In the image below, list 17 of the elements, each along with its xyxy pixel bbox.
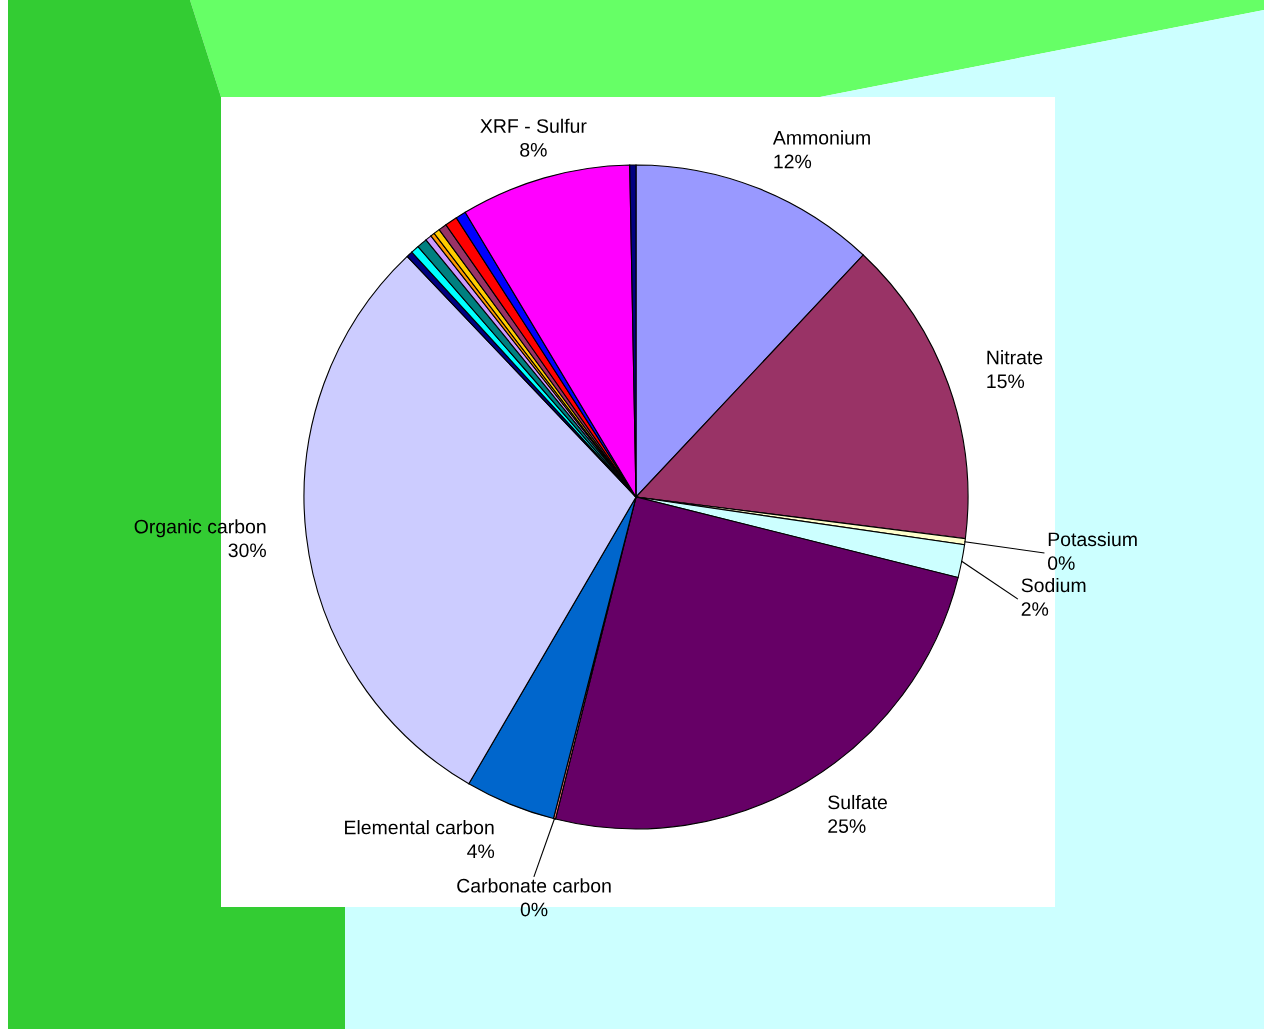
- data-label: 0%: [1047, 556, 1075, 570]
- data-label: 2%: [1021, 602, 1049, 616]
- slice-label: XRF - Sulfur: [480, 118, 587, 133]
- slice-label: Nitrate: [987, 350, 1043, 365]
- slice-label: Sulfate: [828, 794, 887, 810]
- slice-label: Carbonate carbon: [457, 878, 611, 893]
- data-label: 4%: [467, 844, 495, 859]
- slice-label: Elemental carbon: [345, 820, 494, 835]
- data-label: 0%: [520, 902, 548, 917]
- slice-label: Sodium: [1021, 577, 1086, 593]
- slice-label: Potassium: [1048, 531, 1137, 547]
- data-label: 25%: [828, 819, 866, 833]
- data-label: 8%: [520, 142, 547, 157]
- data-label: 30%: [228, 543, 266, 558]
- slice-label: Ammonium: [772, 130, 870, 145]
- data-label: 15%: [987, 374, 1025, 389]
- data-label: 12%: [774, 154, 812, 169]
